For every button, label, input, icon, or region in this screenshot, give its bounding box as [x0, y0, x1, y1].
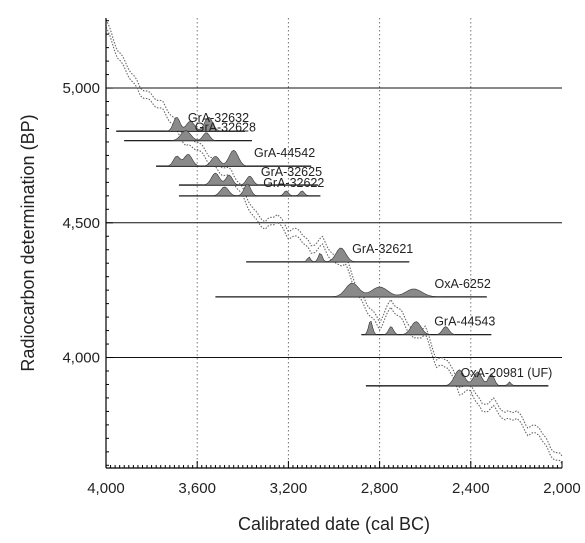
y-tick-label: 4,000 [62, 350, 100, 367]
sample-label: GrA-32628 [195, 121, 256, 135]
sample-distribution [124, 130, 252, 141]
x-tick-label: 4,000 [87, 480, 125, 497]
sample-distribution [179, 172, 318, 186]
sample-marker: GrA-32621 [246, 242, 413, 263]
x-tick-labels: 4,000 3,600 3,200 2,800 2,400 2,000 [87, 480, 581, 497]
sample-label: GrA-32632 [188, 111, 249, 125]
sample-label: GrA-44542 [254, 146, 315, 160]
sample-marker: GrA-32632 [116, 111, 249, 132]
sample-distribution [116, 116, 246, 132]
y-axis-title: Radiocarbon determination (BP) [18, 114, 38, 371]
y-tick-label: 5,000 [62, 80, 100, 97]
sample-marker: OxA-20981 (UF) [365, 366, 553, 387]
x-axis-title: Calibrated date (cal BC) [238, 514, 430, 534]
sample-markers: GrA-32632GrA-32628GrA-44542GrA-32625GrA-… [116, 111, 553, 387]
grid [106, 18, 562, 468]
sample-label: OxA-20981 (UF) [461, 366, 553, 380]
sample-distribution [179, 183, 321, 197]
sample-distribution [361, 320, 492, 335]
x-tick-label: 2,800 [361, 480, 399, 497]
y-tick-labels: 5,000 4,500 4,000 [62, 80, 100, 366]
sample-marker: GrA-32625 [178, 165, 322, 186]
axes [105, 18, 563, 469]
sample-label: OxA-6252 [435, 277, 491, 291]
sample-marker: OxA-6252 [215, 277, 491, 298]
y-tick-label: 4,500 [62, 215, 100, 232]
sample-marker: GrA-44543 [361, 315, 495, 336]
x-tick-label: 3,600 [178, 480, 216, 497]
x-tick-label: 3,200 [270, 480, 308, 497]
x-tick-label: 2,400 [452, 480, 490, 497]
sample-label: GrA-32625 [261, 165, 322, 179]
sample-marker: GrA-44542 [156, 146, 315, 167]
sample-label: GrA-44543 [434, 315, 495, 329]
sample-distribution [215, 282, 487, 298]
sample-marker: GrA-32628 [124, 121, 256, 142]
sample-distribution [246, 247, 410, 263]
sample-marker: GrA-32622 [178, 176, 324, 197]
sample-label: GrA-32621 [352, 242, 413, 256]
sample-distribution [365, 369, 549, 387]
sample-label: GrA-32622 [263, 176, 324, 190]
x-tick-label: 2,000 [543, 480, 581, 497]
sample-distribution [156, 149, 312, 167]
plot-background [106, 18, 562, 468]
